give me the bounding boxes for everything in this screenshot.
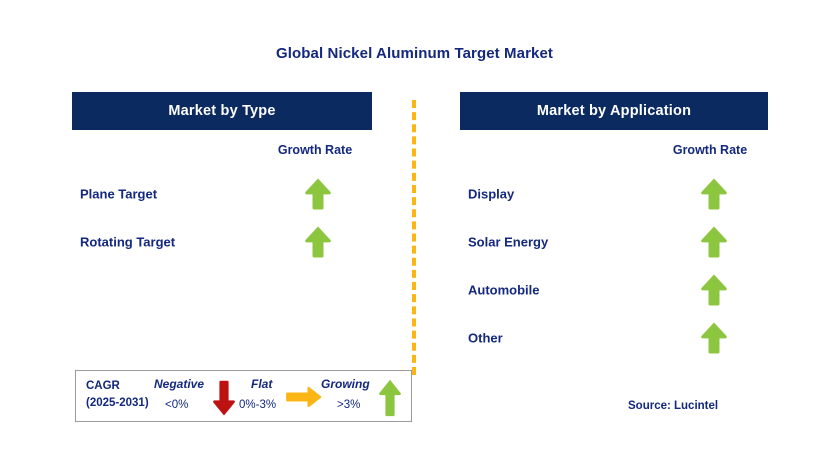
table-row: Rotating Target — [72, 218, 372, 266]
cagr-legend: CAGR (2025-2031) Negative <0% Flat 0%-3%… — [75, 370, 412, 422]
up-arrow-icon — [700, 177, 728, 211]
up-arrow-icon — [700, 273, 728, 307]
table-row: Display — [460, 170, 768, 218]
segment-label: Plane Target — [80, 186, 158, 202]
segment-label: Automobile — [468, 282, 540, 298]
growth-rate-label-application: Growth Rate — [672, 143, 748, 157]
legend-range-negative: <0% — [165, 399, 189, 411]
source-attribution: Source: Lucintel — [628, 400, 719, 412]
segment-label: Rotating Target — [80, 234, 176, 250]
segment-label: Display — [468, 186, 515, 202]
growth-rate-label-type: Growth Rate — [277, 143, 353, 157]
right-arrow-icon — [285, 386, 323, 408]
down-arrow-icon — [212, 379, 236, 417]
page-title: Global Nickel Aluminum Target Market — [276, 45, 553, 62]
up-arrow-icon — [700, 225, 728, 259]
legend-cagr-period: (2025-2031) — [86, 397, 149, 409]
table-row: Other — [460, 314, 768, 362]
rows-market-by-application: Display Solar Energy Automobile — [460, 170, 768, 362]
panel-market-by-application: Market by Application — [460, 92, 768, 130]
legend-label-growing: Growing — [321, 377, 370, 391]
segment-label: Solar Energy — [468, 234, 549, 250]
legend-cagr-block: CAGR (2025-2031) — [86, 378, 149, 412]
panel-header-market-by-type: Market by Type — [72, 92, 372, 130]
up-arrow-icon — [304, 177, 332, 211]
up-arrow-icon — [378, 378, 402, 418]
segment-label: Other — [468, 330, 503, 346]
panel-market-by-type: Market by Type — [72, 92, 372, 130]
up-arrow-icon — [304, 225, 332, 259]
vertical-dashed-divider — [412, 100, 416, 375]
table-row: Automobile — [460, 266, 768, 314]
table-row: Plane Target — [72, 170, 372, 218]
legend-range-flat: 0%-3% — [239, 399, 277, 411]
panel-header-market-by-application: Market by Application — [460, 92, 768, 130]
rows-market-by-type: Plane Target Rotating Target — [72, 170, 372, 266]
legend-cagr-title: CAGR — [86, 380, 120, 392]
legend-label-flat: Flat — [251, 377, 273, 391]
legend-label-negative: Negative — [154, 377, 205, 391]
table-row: Solar Energy — [460, 218, 768, 266]
legend-range-growing: >3% — [337, 399, 361, 411]
up-arrow-icon — [700, 321, 728, 355]
